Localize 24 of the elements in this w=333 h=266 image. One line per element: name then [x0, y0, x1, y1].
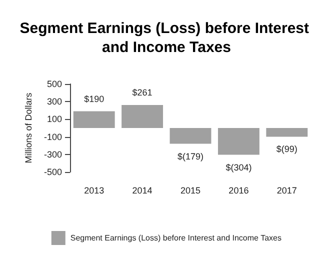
bar — [122, 105, 164, 128]
y-tick-label: -500 — [44, 167, 62, 177]
chart-title: Segment Earnings (Loss) before Interest and Income Taxes — [20, 20, 314, 56]
x-tick-label: 2015 — [180, 186, 201, 196]
y-tick-label: -300 — [44, 149, 62, 160]
bar — [73, 111, 115, 128]
bar — [218, 128, 260, 155]
data-label: $261 — [132, 88, 152, 98]
bar — [266, 128, 308, 137]
data-label: $190 — [84, 94, 104, 104]
y-tick-label: 100 — [46, 114, 62, 124]
y-tick-label: -100 — [44, 132, 62, 142]
bar — [170, 128, 212, 144]
x-tick-label: 2014 — [132, 186, 152, 196]
x-tick-label: 2013 — [84, 186, 104, 196]
y-tick-label: 300 — [46, 96, 62, 107]
data-label: $(304) — [226, 162, 252, 172]
x-tick-label: 2017 — [276, 186, 297, 196]
data-label: $(99) — [276, 144, 298, 154]
y-axis-title: Millions of Dollars — [24, 92, 34, 164]
data-label: $(179) — [177, 151, 204, 162]
legend-label: Segment Earnings (Loss) before Interest and Income Taxes — [70, 234, 282, 242]
y-tick-label: 500 — [46, 79, 62, 89]
x-tick-label: 2016 — [228, 186, 249, 196]
